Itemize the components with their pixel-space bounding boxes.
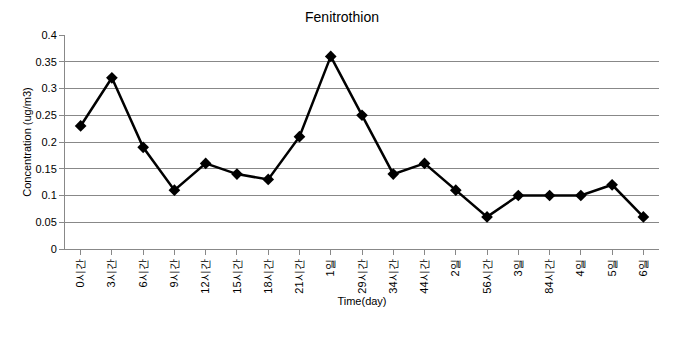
svg-text:Time(day): Time(day): [337, 295, 386, 307]
svg-text:0시간: 0시간: [74, 259, 86, 287]
svg-text:0.4: 0.4: [42, 29, 57, 41]
svg-text:21시간: 21시간: [293, 259, 305, 293]
svg-text:56시간: 56시간: [481, 259, 493, 293]
svg-text:0.15: 0.15: [35, 163, 56, 175]
svg-text:0.25: 0.25: [35, 109, 56, 121]
svg-text:6시간: 6시간: [137, 259, 149, 287]
svg-text:5일: 5일: [606, 259, 618, 276]
svg-text:0.3: 0.3: [42, 82, 57, 94]
svg-text:Fenitrothion: Fenitrothion: [305, 9, 379, 25]
svg-text:Concentration (ug/m3): Concentration (ug/m3): [21, 87, 33, 196]
svg-text:9시간: 9시간: [168, 259, 180, 287]
svg-text:12시간: 12시간: [199, 259, 211, 293]
svg-text:0.2: 0.2: [42, 136, 57, 148]
svg-text:29시간: 29시간: [356, 259, 368, 293]
svg-text:0: 0: [51, 243, 57, 255]
svg-text:18시간: 18시간: [262, 259, 274, 293]
svg-text:0.05: 0.05: [35, 216, 56, 228]
svg-text:4일: 4일: [574, 259, 586, 276]
svg-text:1일: 1일: [324, 259, 336, 276]
svg-text:15시간: 15시간: [231, 259, 243, 293]
svg-text:6일: 6일: [637, 259, 649, 276]
svg-text:34시간: 34시간: [387, 259, 399, 293]
svg-text:84시간: 84시간: [543, 259, 555, 293]
svg-text:3일: 3일: [512, 259, 524, 276]
svg-text:0.1: 0.1: [42, 189, 57, 201]
svg-text:3시간: 3시간: [105, 259, 117, 287]
svg-text:2일: 2일: [449, 259, 461, 276]
svg-text:0.35: 0.35: [35, 56, 56, 68]
svg-text:44시간: 44시간: [418, 259, 430, 293]
